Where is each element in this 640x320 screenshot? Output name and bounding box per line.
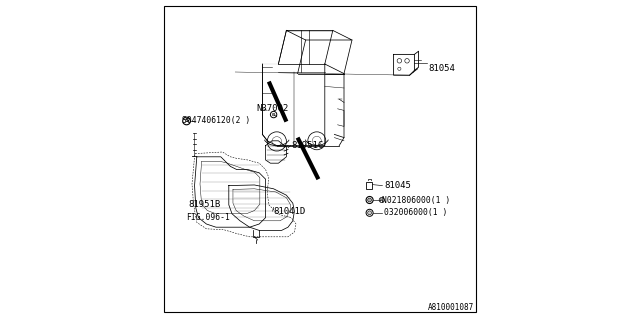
Text: N37002: N37002 [256, 104, 288, 113]
Text: 81951C: 81951C [291, 141, 323, 150]
Text: S047406120(2 ): S047406120(2 ) [182, 116, 250, 124]
Text: A810001087: A810001087 [428, 303, 474, 312]
Text: N021806000(1 ): N021806000(1 ) [383, 196, 451, 204]
Text: 032006000(1 ): 032006000(1 ) [384, 208, 447, 217]
Text: 81054: 81054 [429, 64, 456, 73]
Text: 81041D: 81041D [274, 207, 306, 216]
Bar [366, 182, 371, 189]
Text: N: N [380, 197, 383, 203]
Circle shape [367, 211, 372, 215]
Text: 81951B: 81951B [188, 200, 220, 209]
Text: S: S [184, 118, 189, 124]
Circle shape [367, 198, 372, 202]
Text: 81045: 81045 [384, 181, 411, 190]
Text: FIG.096-1: FIG.096-1 [186, 213, 230, 222]
